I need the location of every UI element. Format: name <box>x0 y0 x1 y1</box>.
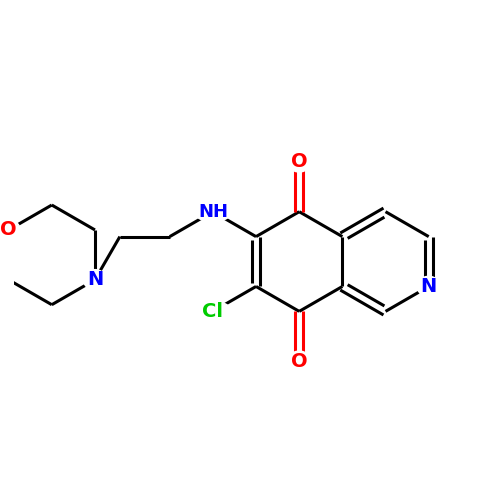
Ellipse shape <box>288 351 310 372</box>
Ellipse shape <box>194 202 232 222</box>
Ellipse shape <box>194 301 232 322</box>
Text: N: N <box>420 277 437 296</box>
Text: O: O <box>291 352 308 370</box>
Text: O: O <box>0 220 17 240</box>
Ellipse shape <box>84 270 106 290</box>
Ellipse shape <box>417 276 440 296</box>
Text: O: O <box>291 152 308 172</box>
Text: N: N <box>87 270 103 289</box>
Ellipse shape <box>288 152 310 172</box>
Text: Cl: Cl <box>202 302 224 321</box>
Ellipse shape <box>0 220 20 240</box>
Text: NH: NH <box>198 202 228 220</box>
